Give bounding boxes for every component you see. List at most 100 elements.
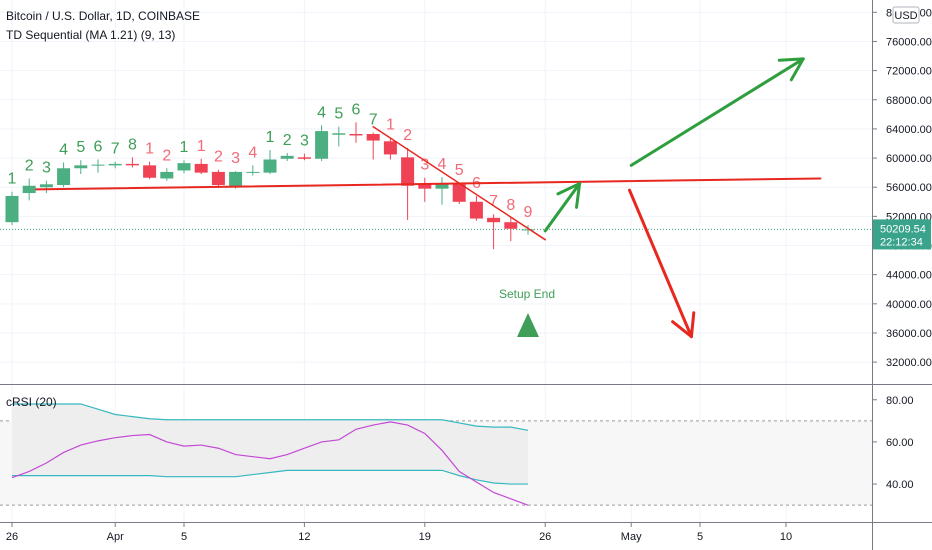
candle-body (366, 134, 380, 141)
candle-body (418, 184, 432, 189)
indicator-label: TD Sequential (MA 1.21) (9, 13) (6, 28, 175, 42)
x-tick-label: 5 (697, 531, 703, 543)
candle-body (452, 184, 466, 202)
price-tick-label: 56000.00 (886, 182, 932, 194)
candle-body (504, 222, 518, 229)
x-tick-label: 5 (181, 531, 187, 543)
grid (0, 0, 872, 522)
td-count: 1 (386, 117, 395, 134)
td-count: 4 (317, 104, 326, 121)
td-count: 2 (283, 132, 292, 149)
crsi-label: cRSI (20) (6, 395, 57, 409)
candle-body (57, 168, 71, 186)
td-count: 4 (248, 144, 257, 161)
candle-body (315, 131, 329, 159)
td-count: 9 (524, 204, 533, 221)
candle-body (22, 185, 36, 194)
currency-label: USD (894, 10, 917, 22)
candle-body (143, 165, 157, 178)
candle-body (297, 157, 311, 159)
arrow-short-up-head (556, 182, 582, 196)
candle-body (332, 133, 346, 135)
td-count: 4 (438, 156, 447, 173)
price-tick-label: 36000.00 (886, 328, 932, 340)
candle-body (5, 195, 19, 223)
arrow-long-up (629, 57, 805, 167)
chart-title: Bitcoin / U.S. Dollar, 1D, COINBASE (6, 9, 200, 23)
td-count: 7 (489, 193, 498, 210)
crsi-pane (11, 403, 529, 506)
td-count: 3 (42, 160, 51, 177)
td-count: 3 (420, 157, 429, 174)
last-price-countdown: 22:12:34 (880, 236, 923, 248)
x-tick-label: 19 (419, 531, 431, 543)
td-count: 2 (162, 147, 171, 164)
setup-end-label: Setup End (499, 287, 555, 301)
candle-body (211, 171, 225, 186)
arrow-down-head (671, 320, 693, 339)
candle-body (194, 163, 208, 173)
last-price-box (873, 219, 931, 250)
x-tick-label: 26 (6, 531, 18, 543)
candle-body (487, 217, 501, 223)
last-price-value: 50209.54 (880, 223, 926, 235)
td-count: 5 (455, 162, 464, 179)
candle-body (229, 171, 243, 188)
candle-body (74, 165, 88, 169)
td-count: 8 (506, 197, 515, 214)
crsi-tick-label: 40.00 (886, 479, 914, 491)
crsi-tick-label: 80.00 (886, 395, 914, 407)
td-count: 1 (266, 129, 275, 146)
x-tick-label: 10 (780, 531, 792, 543)
x-tick-label: Apr (107, 531, 124, 543)
td-count: 2 (403, 127, 412, 144)
candle-body (39, 184, 53, 188)
td-count: 6 (94, 139, 103, 156)
td-count: 7 (111, 141, 120, 158)
td-count: 7 (369, 112, 378, 129)
td-count: 1 (197, 138, 206, 155)
crsi-background (0, 403, 872, 506)
td-count: 6 (352, 101, 361, 118)
drawings (35, 57, 822, 339)
td-count: 8 (128, 136, 137, 153)
td-count: 2 (214, 149, 223, 166)
price-tick-label: 76000.00 (886, 36, 932, 48)
candle-body (280, 155, 294, 159)
down-trendline (372, 125, 546, 241)
td-count: 3 (231, 150, 240, 167)
td-count: 1 (145, 141, 154, 158)
td-count: 1 (8, 171, 17, 188)
candle-body (383, 141, 397, 155)
crsi-line (11, 421, 529, 506)
td-count: 5 (334, 106, 343, 123)
td-count: 3 (300, 133, 309, 150)
price-tick-label: 40000.00 (886, 299, 932, 311)
x-tick-label: 26 (539, 531, 551, 543)
arrow-short-up (543, 182, 582, 233)
currency-badge (892, 6, 920, 24)
support-line (35, 177, 822, 191)
price-tick-label: 44000.00 (886, 270, 932, 282)
price-tick-label: 60000.00 (886, 153, 932, 165)
arrow-down (627, 188, 693, 339)
candle-body (125, 163, 139, 166)
crsi-lower-band (12, 469, 528, 485)
crsi-upper-band (12, 403, 529, 431)
price-tick-label: 68000.00 (886, 95, 932, 107)
x-tick-label: May (621, 531, 642, 543)
candle-body (246, 171, 260, 173)
candle-body (435, 184, 449, 189)
candle-body (349, 134, 363, 136)
arrow-down-head (689, 311, 696, 339)
candle-body (401, 157, 415, 186)
crsi-tick-label: 60.00 (886, 437, 914, 449)
candle-body (521, 229, 535, 231)
td-count: 5 (76, 139, 85, 156)
price-tick-label: 64000.00 (886, 124, 932, 136)
candle-body (469, 201, 483, 219)
candle-body (177, 163, 191, 171)
candle-body (91, 164, 105, 166)
